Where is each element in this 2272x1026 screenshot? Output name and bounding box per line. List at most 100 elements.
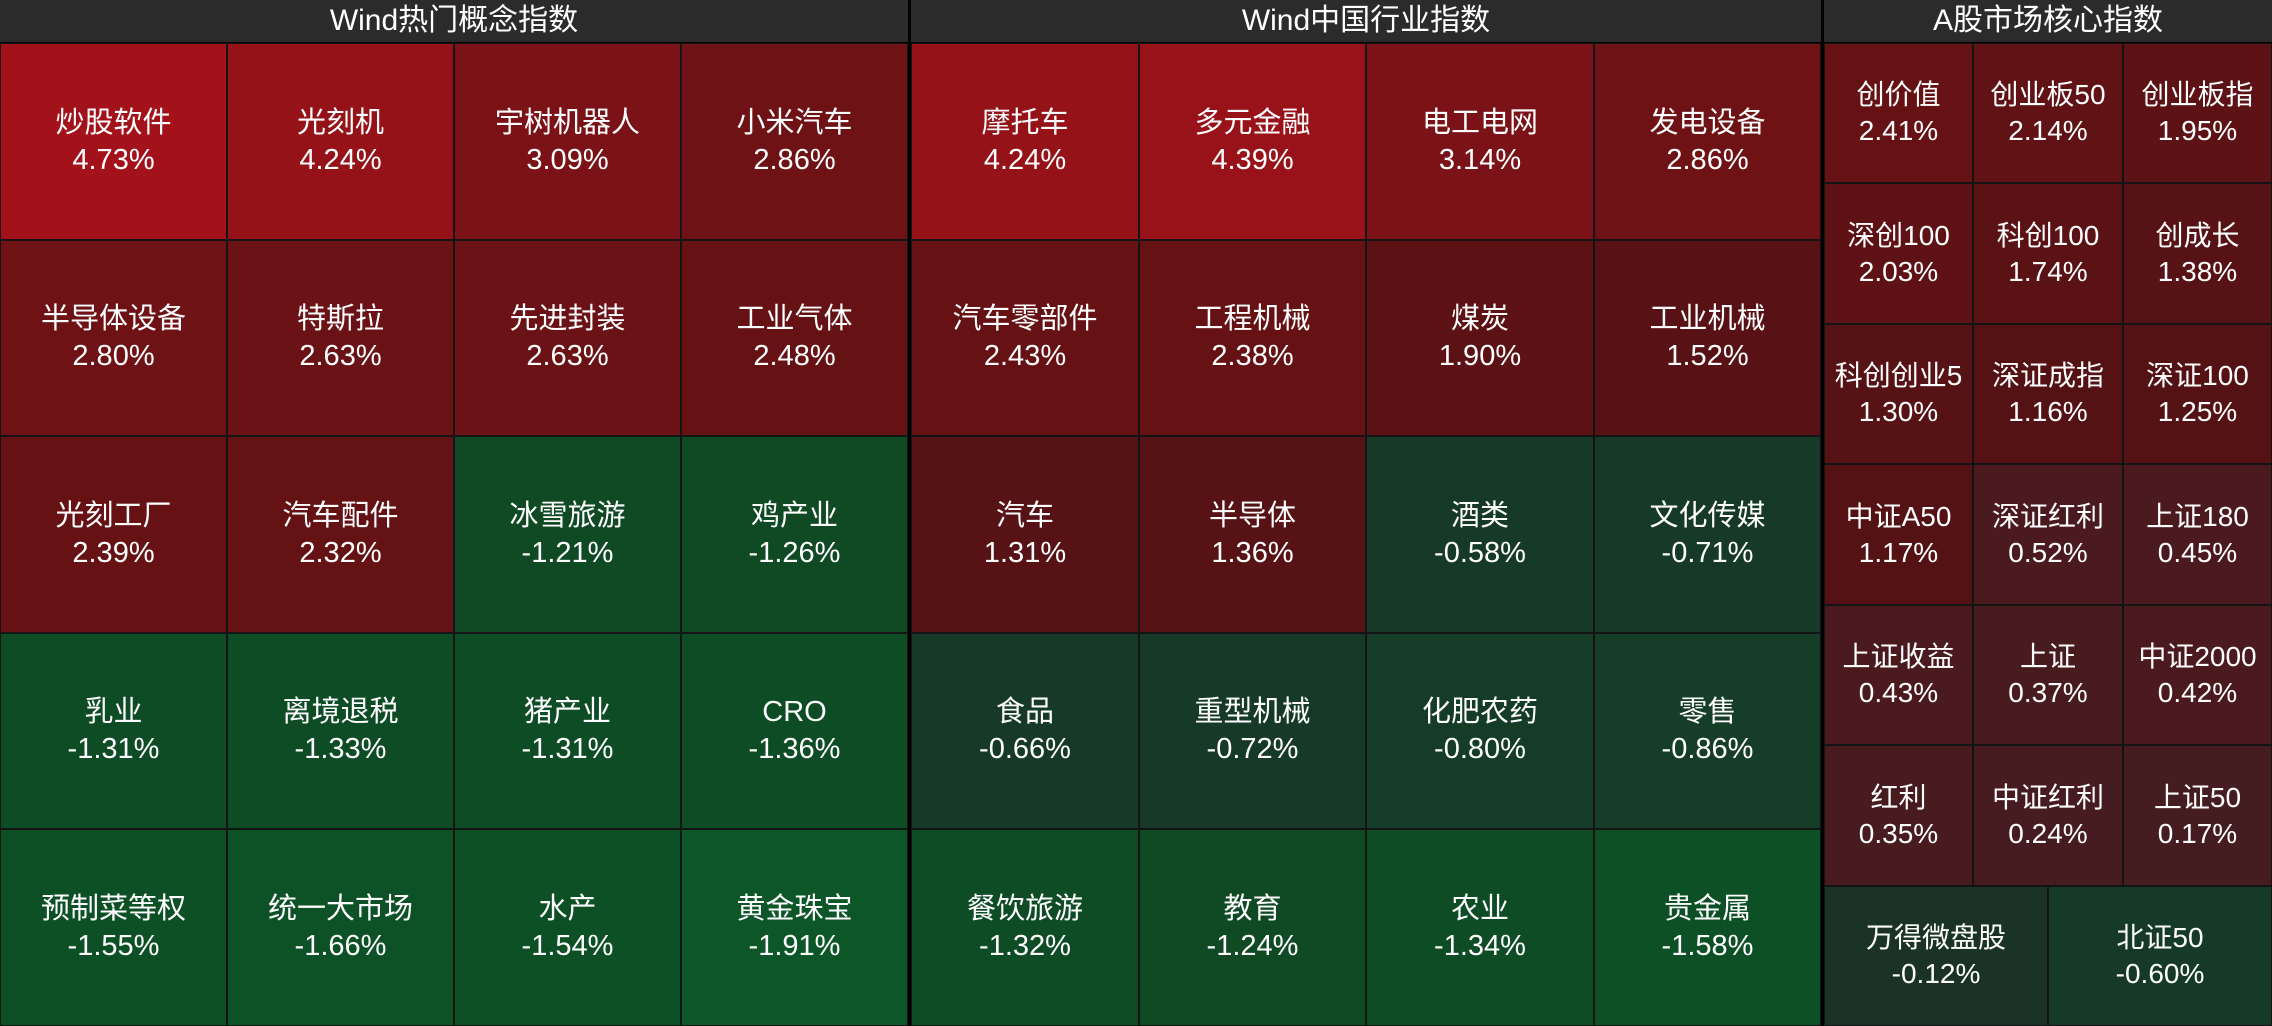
index-tile[interactable]: 贵金属 -1.58% [1594, 829, 1821, 1026]
index-name: 摩托车 [981, 106, 1069, 139]
index-change-percent: 2.43% [983, 340, 1067, 372]
index-tile[interactable]: 半导体设备 2.80% [0, 240, 227, 436]
index-name: 离境退税 [282, 696, 399, 728]
index-tile[interactable]: 中证A50 1.17% [1824, 464, 1973, 605]
index-tile[interactable]: 文化传媒 -0.71% [1594, 436, 1821, 633]
index-change-percent: -1.91% [748, 929, 841, 962]
index-tile[interactable]: 离境退税 -1.33% [227, 633, 454, 829]
index-tile[interactable]: 乳业 -1.31% [0, 633, 227, 829]
index-tile[interactable]: 炒股软件 4.73% [0, 43, 227, 240]
index-tile[interactable]: 零售 -0.86% [1594, 633, 1821, 829]
index-change-percent: 2.86% [753, 143, 836, 176]
index-change-percent: 3.09% [526, 143, 609, 176]
index-tile[interactable]: 深创100 2.03% [1824, 183, 1973, 324]
index-tile[interactable]: 创成长 1.38% [2123, 183, 2272, 324]
index-change-percent: 1.52% [1666, 340, 1749, 372]
index-tile[interactable]: 深证红利 0.52% [1973, 464, 2123, 605]
index-tile[interactable]: 汽车零部件 2.43% [911, 240, 1139, 436]
index-tile[interactable]: 统一大市场 -1.66% [227, 829, 454, 1026]
index-tile[interactable]: 上证 0.37% [1973, 605, 2123, 745]
index-change-percent: 4.24% [299, 143, 382, 176]
index-change-percent: 1.31% [983, 536, 1067, 569]
index-change-percent: 3.14% [1438, 143, 1522, 176]
index-change-percent: 0.17% [2157, 817, 2238, 849]
index-tile[interactable]: 鸡产业 -1.26% [681, 436, 908, 633]
index-name: 北证50 [2116, 922, 2204, 953]
index-tile[interactable]: 电工电网 3.14% [1366, 43, 1594, 240]
index-tile[interactable]: 科创创业5 1.30% [1824, 324, 1973, 464]
index-tile[interactable]: 工业机械 1.52% [1594, 240, 1821, 436]
index-change-percent: 2.39% [72, 536, 155, 569]
index-tile[interactable]: 煤炭 1.90% [1366, 240, 1594, 436]
index-tile[interactable]: 创业板指 1.95% [2123, 43, 2272, 183]
index-tile[interactable]: 冰雪旅游 -1.21% [454, 436, 681, 633]
index-tile[interactable]: 万得微盘股 -0.12% [1824, 886, 2048, 1026]
index-tile[interactable]: 化肥农药 -0.80% [1366, 633, 1594, 829]
index-tile[interactable]: 中证红利 0.24% [1973, 745, 2123, 886]
index-change-percent: 2.32% [299, 536, 382, 569]
index-name: 黄金珠宝 [736, 892, 853, 925]
index-change-percent: -1.54% [521, 929, 614, 962]
index-name: 教育 [1223, 892, 1282, 925]
index-change-percent: 1.16% [2008, 396, 2088, 427]
index-tile[interactable]: 半导体 1.36% [1139, 436, 1366, 633]
index-change-percent: -1.58% [1661, 929, 1754, 962]
index-name: 电工电网 [1421, 106, 1538, 139]
index-change-percent: 2.41% [1858, 115, 1939, 146]
index-tile[interactable]: 宇树机器人 3.09% [454, 43, 681, 240]
panel-tiles: 创价值 2.41% 创业板50 2.14% 创业板指 1.95% 深创100 2.03% 科创1… [1824, 43, 2272, 1026]
index-tile[interactable]: 特斯拉 2.63% [227, 240, 454, 436]
index-tile[interactable]: 光刻工厂 2.39% [0, 436, 227, 633]
index-tile[interactable]: 食品 -0.66% [911, 633, 1139, 829]
index-tile[interactable]: 重型机械 -0.72% [1139, 633, 1366, 829]
index-tile[interactable]: 光刻机 4.24% [227, 43, 454, 240]
index-change-percent: 1.38% [2157, 255, 2238, 287]
index-tile[interactable]: 餐饮旅游 -1.32% [911, 829, 1139, 1026]
index-tile[interactable]: 多元金融 4.39% [1139, 43, 1366, 240]
index-tile[interactable]: 上证收益 0.43% [1824, 605, 1973, 745]
index-tile[interactable]: 先进封装 2.63% [454, 240, 681, 436]
index-tile[interactable]: 科创100 1.74% [1973, 183, 2123, 324]
index-name: 光刻机 [296, 106, 384, 139]
index-tile[interactable]: 摩托车 4.24% [911, 43, 1139, 240]
index-tile[interactable]: 工业气体 2.48% [681, 240, 908, 436]
index-tile[interactable]: 农业 -1.34% [1366, 829, 1594, 1026]
index-tile[interactable]: 深证成指 1.16% [1973, 324, 2123, 464]
index-tile[interactable]: 发电设备 2.86% [1594, 43, 1821, 240]
index-tile[interactable]: 深证100 1.25% [2123, 324, 2272, 464]
index-tile[interactable]: 猪产业 -1.31% [454, 633, 681, 829]
index-change-percent: -1.26% [748, 536, 841, 569]
index-tile[interactable]: 北证50 -0.60% [2048, 886, 2272, 1026]
index-tile[interactable]: 红利 0.35% [1824, 745, 1973, 886]
panel-tiles: 摩托车 4.24% 多元金融 4.39% 电工电网 3.14% 发电设备 2.86% 汽车零部件… [911, 43, 1821, 1026]
index-name: 汽车 [995, 499, 1054, 532]
index-tile[interactable]: 小米汽车 2.86% [681, 43, 908, 240]
index-name: 煤炭 [1450, 303, 1509, 335]
index-tile[interactable]: 预制菜等权 -1.55% [0, 829, 227, 1026]
index-tile[interactable]: 上证50 0.17% [2123, 745, 2272, 886]
index-name: 宇树机器人 [494, 106, 640, 139]
index-tile[interactable]: 汽车 1.31% [911, 436, 1139, 633]
index-name: 红利 [1870, 781, 1927, 813]
index-tile[interactable]: 水产 -1.54% [454, 829, 681, 1026]
index-name: 水产 [538, 892, 597, 925]
index-name: 深创100 [1847, 219, 1950, 251]
index-change-percent: 0.37% [2008, 677, 2088, 708]
index-change-percent: 2.63% [526, 340, 609, 372]
index-tile[interactable]: 创业板50 2.14% [1973, 43, 2123, 183]
index-tile[interactable]: 工程机械 2.38% [1139, 240, 1366, 436]
index-tile[interactable]: CRO -1.36% [681, 633, 908, 829]
index-tile[interactable]: 汽车配件 2.32% [227, 436, 454, 633]
index-tile[interactable]: 黄金珠宝 -1.91% [681, 829, 908, 1026]
index-tile[interactable]: 中证2000 0.42% [2123, 605, 2272, 745]
index-tile[interactable]: 创价值 2.41% [1824, 43, 1973, 183]
index-tile[interactable]: 酒类 -0.58% [1366, 436, 1594, 633]
index-name: 食品 [995, 696, 1054, 728]
index-tile[interactable]: 教育 -1.24% [1139, 829, 1366, 1026]
index-tile[interactable]: 上证180 0.45% [2123, 464, 2272, 605]
index-name: 创业板50 [1990, 79, 2106, 110]
index-name: 中证A50 [1845, 500, 1952, 532]
index-change-percent: -0.12% [1891, 958, 1981, 989]
panel-tiles: 炒股软件 4.73% 光刻机 4.24% 宇树机器人 3.09% 小米汽车 2.86% 半导体设… [0, 43, 908, 1026]
